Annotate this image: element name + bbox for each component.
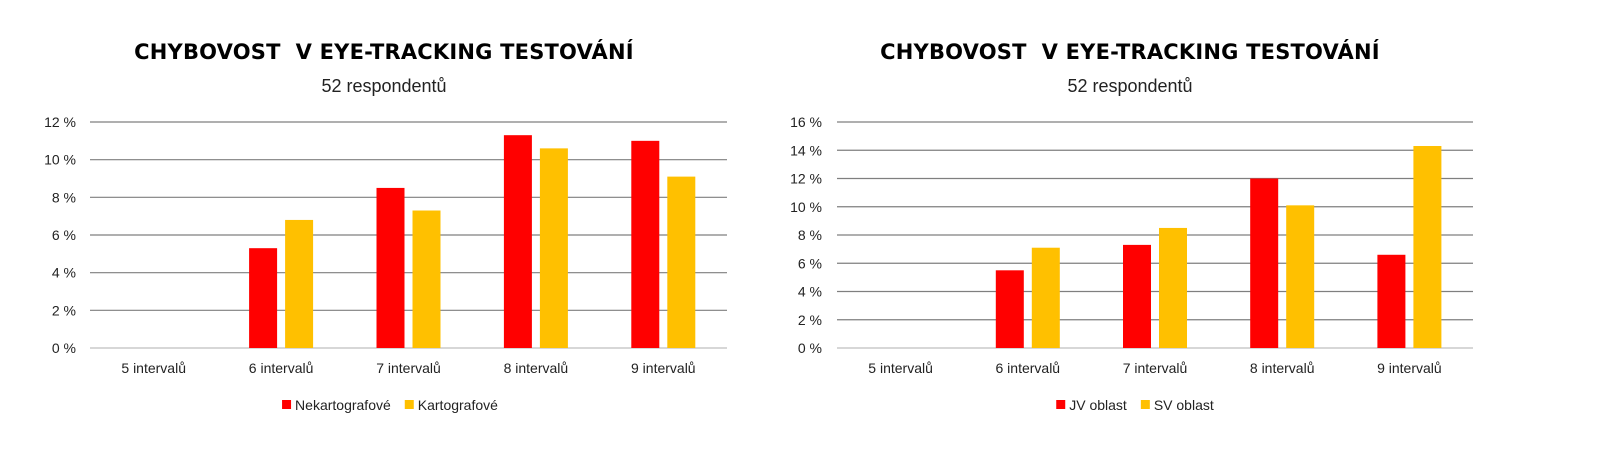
right-chart-title: CHYBOVOST V EYE-TRACKING TESTOVÁNÍ: [880, 39, 1380, 64]
left-x-tick-label: 8 intervalů: [504, 360, 569, 376]
left-x-tick-label: 6 intervalů: [249, 360, 314, 376]
right-bar-series2: [1031, 247, 1060, 348]
left-y-tick-label: 10 %: [44, 152, 76, 168]
right-bar-series2: [1413, 146, 1442, 348]
right-bar-series2: [1159, 227, 1187, 348]
right-y-tick-label: 8 %: [798, 227, 822, 243]
right-legend-swatch: [1056, 400, 1066, 409]
right-x-tick-label: 9 intervalů: [1377, 360, 1442, 376]
left-bar-series1: [376, 187, 405, 348]
right-y-tick-label: 10 %: [790, 199, 822, 215]
left-x-tick-label: 9 intervalů: [631, 360, 696, 376]
left-bar-series1: [503, 135, 532, 348]
left-chart-title: CHYBOVOST V EYE-TRACKING TESTOVÁNÍ: [134, 39, 634, 64]
right-y-tick-label: 4 %: [798, 284, 822, 300]
left-bar-series1: [631, 140, 660, 348]
right-x-tick-label: 7 intervalů: [1123, 360, 1188, 376]
left-bar-series2: [539, 148, 568, 348]
left-y-tick-label: 12 %: [44, 114, 76, 130]
right-bar-series1: [1377, 254, 1406, 348]
right-legend-label: SV oblast: [1154, 397, 1214, 413]
right-bar-series1: [995, 270, 1024, 348]
left-legend-label: Kartografové: [418, 397, 498, 413]
left-bar-series1: [249, 248, 278, 348]
left-y-tick-label: 0 %: [52, 340, 76, 356]
right-x-tick-label: 5 intervalů: [868, 360, 933, 376]
left-bar-series2: [667, 176, 696, 348]
right-y-tick-label: 6 %: [798, 255, 822, 271]
right-x-tick-label: 6 intervalů: [996, 360, 1061, 376]
left-bar-series2: [285, 219, 314, 348]
left-legend: Nekartografové Kartografové: [282, 397, 498, 413]
left-y-tick-label: 6 %: [52, 227, 76, 243]
left-bar-series2: [412, 210, 441, 348]
right-legend: JV oblast SV oblast: [1056, 397, 1214, 413]
right-bar-series2: [1286, 205, 1315, 348]
right-y-tick-label: 14 %: [790, 142, 822, 158]
chart-right: CHYBOVOST V EYE-TRACKING TESTOVÁNÍ 52 res…: [790, 39, 1473, 413]
left-y-tick-label: 4 %: [52, 265, 76, 281]
right-y-tick-label: 16 %: [790, 114, 822, 130]
right-y-tick-label: 2 %: [798, 312, 822, 328]
right-bar-series1: [1250, 178, 1279, 348]
left-legend-swatch: [282, 400, 292, 409]
left-legend-label: Nekartografové: [295, 397, 391, 413]
left-x-tick-label: 7 intervalů: [376, 360, 441, 376]
right-legend-label: JV oblast: [1069, 397, 1127, 413]
right-x-tick-label: 8 intervalů: [1250, 360, 1315, 376]
left-legend-swatch: [404, 400, 414, 409]
left-y-tick-label: 8 %: [52, 189, 76, 205]
left-x-tick-label: 5 intervalů: [121, 360, 186, 376]
right-y-tick-label: 0 %: [798, 340, 822, 356]
left-y-tick-label: 2 %: [52, 302, 76, 318]
left-chart-subtitle: 52 respondentů: [321, 76, 446, 96]
right-bar-series1: [1123, 244, 1151, 348]
chart-left: CHYBOVOST V EYE-TRACKING TESTOVÁNÍ 52 res…: [44, 39, 727, 413]
right-y-tick-label: 12 %: [790, 171, 822, 187]
right-chart-subtitle: 52 respondentů: [1067, 76, 1192, 96]
right-legend-swatch: [1140, 400, 1150, 409]
